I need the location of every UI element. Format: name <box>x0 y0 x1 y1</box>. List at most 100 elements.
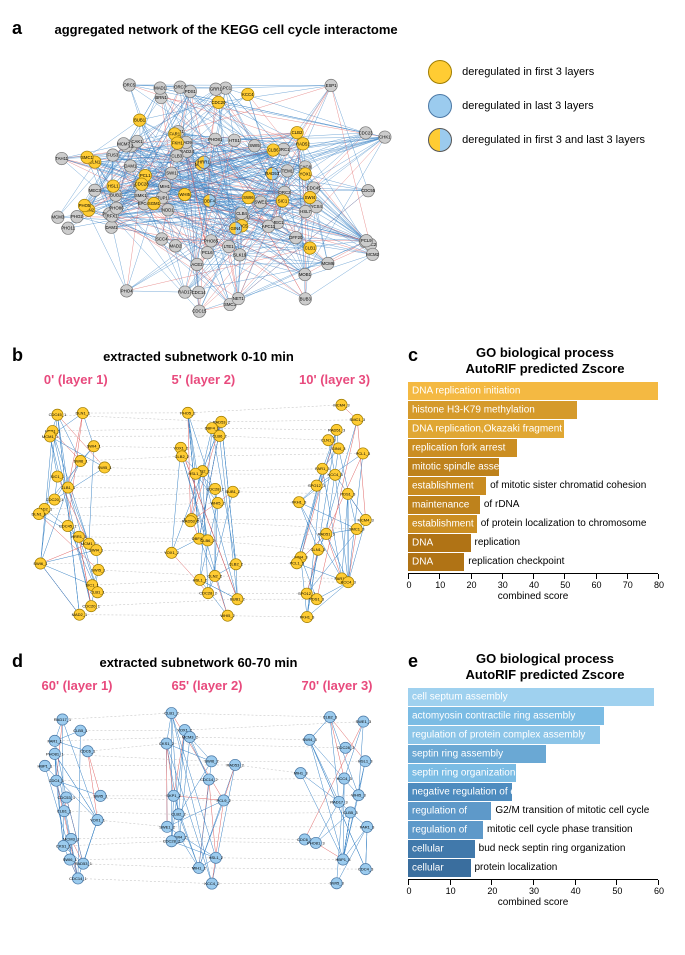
svg-text:CDC28_2: CDC28_2 <box>199 591 217 596</box>
svg-text:HTS1: HTS1 <box>229 138 241 143</box>
svg-text:SWE1: SWE1 <box>254 200 267 205</box>
svg-text:PHO5_2: PHO5_2 <box>180 410 196 415</box>
svg-text:CKS1_1: CKS1_1 <box>56 843 72 848</box>
bar-row: DNA replication initiation <box>408 382 668 400</box>
svg-text:RAD53: RAD53 <box>265 171 279 176</box>
bar-row: establishment of mitotic sister chromati… <box>408 477 668 495</box>
bar-label: of protein localization to chromosome <box>481 518 647 529</box>
svg-text:CLN1_3: CLN1_3 <box>311 547 326 552</box>
panel-b-title: extracted subnetwork 0-10 min <box>33 349 363 364</box>
svg-text:MOB1: MOB1 <box>299 272 312 277</box>
svg-text:PHO85: PHO85 <box>204 238 219 243</box>
panel-c-tag: c <box>408 345 418 382</box>
svg-text:BUB3: BUB3 <box>300 296 312 301</box>
svg-text:PHO2: PHO2 <box>71 214 83 219</box>
panel-c-title2: AutoRIF predicted Zscore <box>466 361 625 376</box>
svg-text:CHK1: CHK1 <box>379 135 391 140</box>
svg-text:PHO5: PHO5 <box>79 203 91 208</box>
svg-text:SWE1_2: SWE1_2 <box>159 824 176 829</box>
bar-label: septin ring assembly <box>412 748 503 759</box>
svg-text:BUB1_2: BUB1_2 <box>230 597 246 602</box>
panel-a-tag: a <box>12 18 22 38</box>
panel-d-title: extracted subnetwork 60-70 min <box>33 655 363 670</box>
bar-label: histone H3-K79 methylation <box>412 404 535 415</box>
svg-text:PCL6: PCL6 <box>202 250 213 255</box>
panel-d-layer-labels: 60' (layer 1)65' (layer 2)70' (layer 3) <box>12 678 402 693</box>
svg-text:RAD51_3: RAD51_3 <box>318 531 336 536</box>
svg-text:MCM4_3: MCM4_3 <box>358 517 375 522</box>
bar-label: mitotic cell cycle phase transition <box>487 824 633 835</box>
bar-label: of rDNA <box>484 499 520 510</box>
svg-text:PHO81: PHO81 <box>208 137 223 142</box>
bar-row: DNA replication checkpoint <box>408 553 668 571</box>
svg-text:HRR1_1: HRR1_1 <box>71 534 87 539</box>
svg-text:TAH11: TAH11 <box>55 156 68 161</box>
svg-text:CLB2_3: CLB2_3 <box>323 714 338 719</box>
svg-text:MCM4_3: MCM4_3 <box>333 402 350 407</box>
svg-text:WHI5_2: WHI5_2 <box>220 613 235 618</box>
svg-text:CDC45: CDC45 <box>307 186 322 191</box>
svg-text:RAD53_2: RAD53_2 <box>182 519 200 524</box>
svg-text:ESP1: ESP1 <box>326 83 338 88</box>
svg-text:RAD53_2: RAD53_2 <box>226 762 244 767</box>
svg-text:DLN1_1: DLN1_1 <box>75 410 90 415</box>
bar-label: DNA <box>412 537 433 548</box>
svg-text:DBF4_2: DBF4_2 <box>205 426 220 431</box>
legend-label: deregulated in first 3 and last 3 layers <box>462 134 645 146</box>
bar-label: protein localization <box>475 862 558 873</box>
svg-text:DAM1: DAM1 <box>105 225 118 230</box>
bar-label: mitotic spindle assembly checkpoint <box>412 461 571 472</box>
svg-text:PCL1_3: PCL1_3 <box>290 561 305 566</box>
svg-text:RAD53_1: RAD53_1 <box>75 861 93 866</box>
svg-text:RAD17_3: RAD17_3 <box>330 799 348 804</box>
network-d: RAD17_1CLB5_1FAR1_1CDC6_1PHO81_1HBP1_1CD… <box>12 697 392 897</box>
panel-a-legend: deregulated in first 3 layers deregulate… <box>428 60 645 162</box>
svg-text:CDC45_1: CDC45_1 <box>49 412 67 417</box>
bar-label: septin ring organization <box>412 767 515 778</box>
svg-text:CDC28_2: CDC28_2 <box>163 839 181 844</box>
bar-row: histone H3-K79 methylation <box>408 401 668 419</box>
legend-label: deregulated in first 3 layers <box>462 66 594 78</box>
svg-text:SWI4_1: SWI4_1 <box>89 547 104 552</box>
bar-row: regulation of G2/M transition of mitotic… <box>408 802 668 820</box>
bar-label: DNA replication initiation <box>412 385 520 396</box>
bar-label: replication <box>475 537 521 548</box>
svg-text:PCL1: PCL1 <box>140 173 151 178</box>
svg-text:SIC1: SIC1 <box>278 198 288 203</box>
svg-text:PCL1_3: PCL1_3 <box>356 451 371 456</box>
svg-text:MCM7: MCM7 <box>117 141 130 146</box>
svg-text:FKH1_3: FKH1_3 <box>292 500 307 505</box>
svg-text:FKH1_3: FKH1_3 <box>300 614 315 619</box>
svg-text:SWI6: SWI6 <box>243 195 254 200</box>
bar-label: G2/M transition of mitotic cell cycle <box>495 805 649 816</box>
bar-label: regulation of protein complex assembly <box>412 729 585 740</box>
svg-text:CDC20: CDC20 <box>211 100 226 105</box>
bar-row: replication fork arrest <box>408 439 668 457</box>
svg-text:BUB1_2: BUB1_2 <box>225 489 241 494</box>
bar-row: regulation of mitotic cell cycle phase t… <box>408 821 668 839</box>
svg-text:MCM6: MCM6 <box>322 261 335 266</box>
bar-label: cellular <box>412 862 444 873</box>
svg-text:NET1: NET1 <box>233 296 245 301</box>
layer-label: 5' (layer 2) <box>171 372 235 387</box>
svg-text:MCM1_1: MCM1_1 <box>42 434 59 439</box>
bar-label: establishment <box>412 480 474 491</box>
bar-label: bud neck septin ring organization <box>479 843 626 854</box>
svg-text:PDS1_3: PDS1_3 <box>309 597 325 602</box>
bar-label: cell septum assembly <box>412 691 508 702</box>
svg-text:CLB2_2: CLB2_2 <box>229 562 244 567</box>
panel-c-title1: GO biological process <box>476 345 614 360</box>
svg-text:MAD2_1: MAD2_1 <box>72 612 88 617</box>
bar-label: replication checkpoint <box>468 556 564 567</box>
svg-text:WHI5: WHI5 <box>179 192 190 197</box>
svg-text:TEM1: TEM1 <box>282 168 294 173</box>
svg-text:PHO4: PHO4 <box>121 288 133 293</box>
svg-text:KCC4_3: KCC4_3 <box>341 580 357 585</box>
svg-text:MAD2: MAD2 <box>169 243 182 248</box>
layer-label: 70' (layer 3) <box>301 678 372 693</box>
svg-text:DBF4: DBF4 <box>204 198 216 203</box>
svg-text:BUB2: BUB2 <box>110 193 122 198</box>
bar-label: regulation of <box>412 824 467 835</box>
bar-label: regulation of <box>412 805 467 816</box>
svg-text:BRN1: BRN1 <box>155 95 167 100</box>
